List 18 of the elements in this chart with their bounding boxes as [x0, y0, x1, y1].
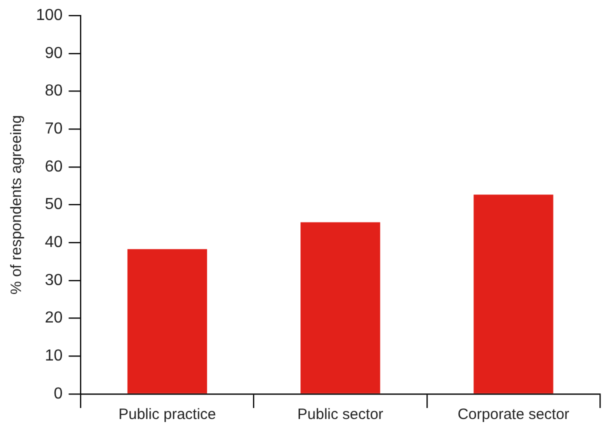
y-axis-title: % of respondents agreeing: [8, 115, 26, 294]
x-tick-label: Corporate sector: [458, 406, 570, 424]
y-tick-label: 0: [54, 385, 63, 402]
y-tick-label: 100: [36, 7, 63, 24]
y-tick-label: 60: [44, 158, 63, 176]
x-tick-label: Public sector: [297, 406, 384, 424]
y-tick-label: 50: [44, 196, 63, 214]
y-tick-label: 40: [44, 234, 63, 252]
bar: [300, 222, 380, 394]
bar: [127, 249, 208, 394]
y-tick-label: 70: [44, 120, 63, 138]
x-tick-label: Public practice: [118, 406, 216, 424]
bar: [474, 194, 554, 394]
y-tick-label: 80: [44, 82, 63, 100]
y-tick-label: 90: [44, 44, 63, 62]
y-tick-label: 20: [44, 310, 63, 327]
y-tick-label: 10: [44, 348, 63, 365]
y-tick-label: 30: [44, 272, 63, 289]
